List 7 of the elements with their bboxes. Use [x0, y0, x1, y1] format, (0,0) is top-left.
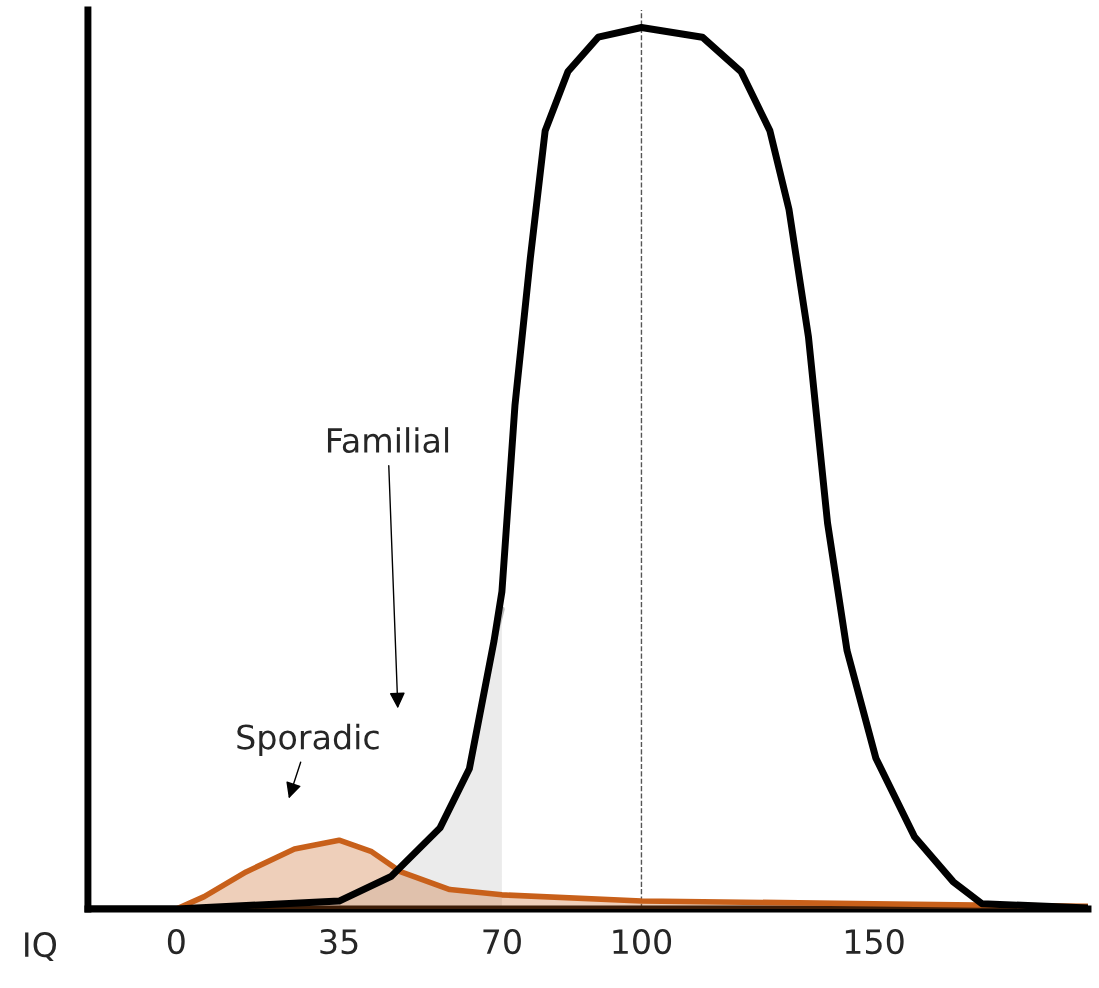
- x-tick-label: 35: [320, 928, 358, 955]
- annotation: Familial: [327, 427, 449, 453]
- x-tick-label: 70: [483, 928, 521, 955]
- x-tick-label: 150: [845, 928, 904, 955]
- x-tick-label: 0: [167, 928, 185, 955]
- x-axis-title: IQ: [25, 932, 57, 962]
- x-tick-label: 100: [613, 928, 672, 955]
